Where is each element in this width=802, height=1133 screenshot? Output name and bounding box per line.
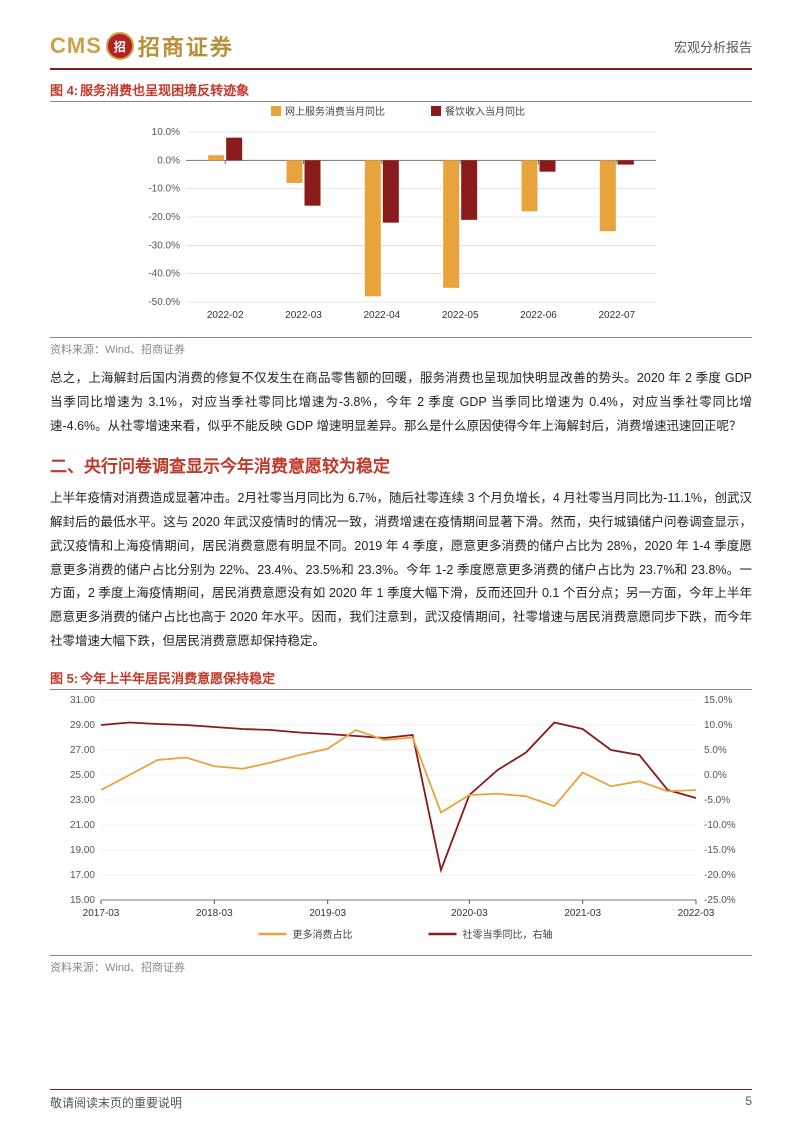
svg-text:15.00: 15.00 — [70, 895, 95, 906]
svg-text:5.0%: 5.0% — [704, 745, 727, 756]
svg-text:10.0%: 10.0% — [704, 720, 732, 731]
svg-text:2022-07: 2022-07 — [598, 310, 635, 321]
svg-text:2018-03: 2018-03 — [196, 908, 233, 919]
svg-text:17.00: 17.00 — [70, 870, 95, 881]
svg-text:网上服务消费当月同比: 网上服务消费当月同比 — [285, 105, 385, 118]
paragraph-2: 上半年疫情对消费造成显著冲击。2月社零当月同比为 6.7%，随后社零连续 3 个… — [50, 487, 752, 653]
fig4-title-row: 图 4: 服务消费也呈现困境反转迹象 — [50, 80, 752, 102]
logo-cms-text: CMS — [50, 33, 102, 59]
svg-text:31.00: 31.00 — [70, 695, 95, 706]
fig4-source: 资料来源：Wind、招商证券 — [50, 337, 752, 357]
svg-text:15.0%: 15.0% — [704, 695, 732, 706]
fig5-title-row: 图 5: 今年上半年居民消费意愿保持稳定 — [50, 668, 752, 690]
svg-text:社零当季同比，右轴: 社零当季同比，右轴 — [463, 928, 553, 941]
svg-text:2022-02: 2022-02 — [207, 310, 244, 321]
svg-text:-10.0%: -10.0% — [148, 184, 180, 195]
svg-text:-5.0%: -5.0% — [704, 795, 730, 806]
fig4-title: 服务消费也呈现困境反转迹象 — [80, 80, 249, 99]
svg-text:2020-03: 2020-03 — [451, 908, 488, 919]
page-header: CMS 招 招商证券 宏观分析报告 — [50, 30, 752, 70]
logo-circle-icon: 招 — [106, 32, 134, 60]
svg-text:2019-03: 2019-03 — [309, 908, 346, 919]
svg-text:10.0%: 10.0% — [152, 127, 180, 138]
svg-text:-10.0%: -10.0% — [704, 820, 736, 831]
svg-text:2022-04: 2022-04 — [363, 310, 400, 321]
svg-text:-20.0%: -20.0% — [704, 870, 736, 881]
svg-text:23.00: 23.00 — [70, 795, 95, 806]
svg-text:0.0%: 0.0% — [704, 770, 727, 781]
fig5-source: 资料来源：Wind、招商证券 — [50, 955, 752, 975]
svg-text:2021-03: 2021-03 — [564, 908, 601, 919]
fig4-num: 图 4: — [50, 80, 78, 99]
svg-text:19.00: 19.00 — [70, 845, 95, 856]
fig5-num: 图 5: — [50, 668, 78, 687]
svg-text:29.00: 29.00 — [70, 720, 95, 731]
svg-text:27.00: 27.00 — [70, 745, 95, 756]
svg-text:2022-06: 2022-06 — [520, 310, 557, 321]
section-2-heading: 二、央行问卷调查显示今年消费意愿较为稳定 — [50, 452, 752, 477]
footer-note: 敬请阅读末页的重要说明 — [50, 1094, 182, 1111]
page-number: 5 — [745, 1094, 752, 1111]
svg-text:更多消费占比: 更多消费占比 — [293, 928, 353, 941]
svg-text:餐饮收入当月同比: 餐饮收入当月同比 — [445, 105, 525, 118]
svg-text:2022-05: 2022-05 — [442, 310, 479, 321]
fig4-chart: 网上服务消费当月同比 餐饮收入当月同比 -50.0% -40.0% -30.0% -20.… — [50, 102, 752, 332]
svg-text:21.00: 21.00 — [70, 820, 95, 831]
paragraph-1: 总之，上海解封后国内消费的修复不仅发生在商品零售额的回暖，服务消费也呈现加快明显… — [50, 367, 752, 438]
svg-text:-25.0%: -25.0% — [704, 895, 736, 906]
svg-text:2022-03: 2022-03 — [285, 310, 322, 321]
doc-type: 宏观分析报告 — [674, 37, 752, 56]
svg-text:-40.0%: -40.0% — [148, 269, 180, 280]
fig5-title: 今年上半年居民消费意愿保持稳定 — [80, 668, 275, 687]
svg-text:-50.0%: -50.0% — [148, 297, 180, 308]
logo-cn-text: 招商证券 — [138, 30, 234, 62]
page-footer: 敬请阅读末页的重要说明 5 — [50, 1089, 752, 1111]
svg-text:-30.0%: -30.0% — [148, 240, 180, 251]
svg-text:2017-03: 2017-03 — [83, 908, 120, 919]
svg-text:-15.0%: -15.0% — [704, 845, 736, 856]
fig5-chart: 15.00 17.00 19.00 21.00 23.00 25.00 27.00 29.00… — [50, 690, 752, 950]
svg-text:25.00: 25.00 — [70, 770, 95, 781]
logo: CMS 招 招商证券 — [50, 30, 234, 62]
svg-text:2022-03: 2022-03 — [678, 908, 715, 919]
svg-text:-20.0%: -20.0% — [148, 212, 180, 223]
svg-text:0.0%: 0.0% — [157, 155, 180, 166]
